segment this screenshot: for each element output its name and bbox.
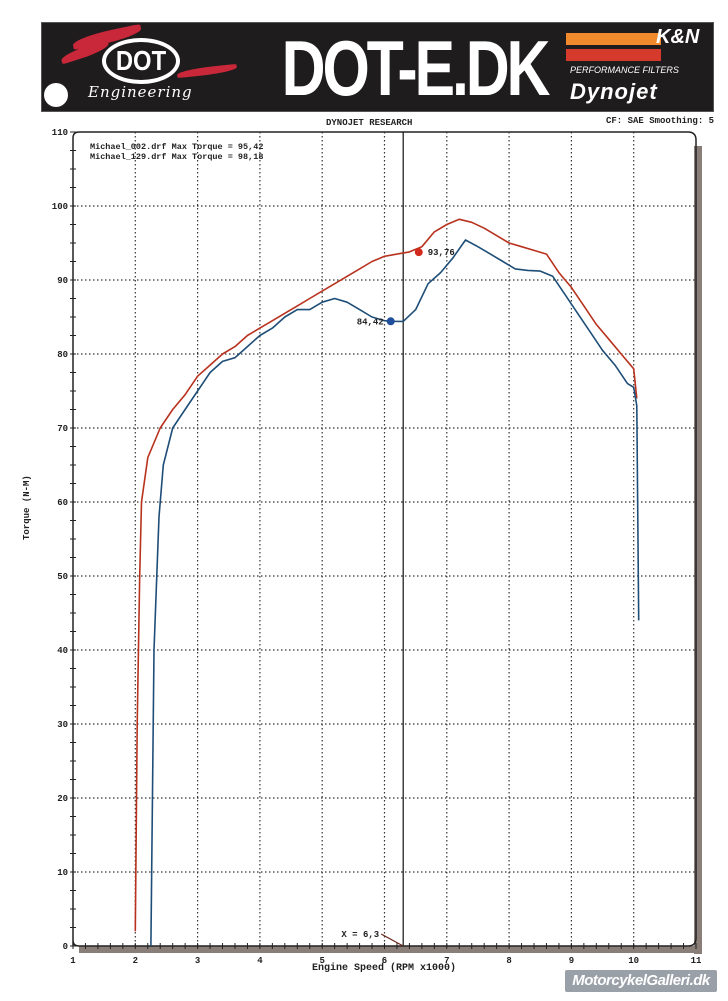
frame-shadow-bottom	[79, 946, 702, 953]
cursor-pointer	[380, 933, 404, 947]
y-tick-label: 40	[57, 646, 68, 656]
y-tick-label: 0	[63, 942, 68, 952]
x-tick-label: 10	[628, 956, 639, 966]
y-tick-label: 30	[57, 720, 68, 730]
y-axis-label: Torque (N-M)	[22, 475, 32, 540]
y-tick-label: 70	[57, 424, 68, 434]
x-tick-label: 8	[506, 956, 511, 966]
dot-oval-icon	[102, 38, 180, 84]
x-tick-label: 1	[70, 956, 76, 966]
white-circle-icon	[44, 83, 68, 107]
y-tick-label: 50	[57, 572, 68, 582]
chart-settings: CF: SAE Smoothing: 5	[606, 116, 715, 126]
x-tick-label: 11	[691, 956, 702, 966]
chart-title: DYNOJET RESEARCH	[326, 118, 413, 128]
data-point-label: 84,42	[357, 317, 384, 327]
chart-legend: Michael_002.drf Max Torque = 95,42 Micha…	[90, 142, 263, 162]
x-tick-label: 6	[382, 956, 387, 966]
kn-dynojet-logo: K&N PERFORMANCE FILTERS Dynojet	[564, 26, 709, 109]
engineering-text: Engineering	[88, 83, 193, 101]
cursor-label: X = 6,3	[341, 930, 379, 940]
dynojet-brand-text: Dynojet	[570, 79, 658, 104]
dot-engineering-logo: DOT Engineering	[42, 23, 242, 111]
legend-entry-129: Michael_129.drf Max Torque = 98,18	[90, 152, 264, 162]
kn-tagline: PERFORMANCE FILTERS	[570, 65, 679, 75]
y-tick-label: 10	[57, 868, 68, 878]
y-tick-label: 60	[57, 498, 68, 508]
series-line-michael-129-drf	[134, 218, 638, 932]
data-point-marker	[414, 248, 423, 257]
x-axis-label: Engine Speed (RPM x1000)	[312, 963, 457, 974]
data-point-label: 93,76	[428, 248, 455, 258]
y-tick-label: 20	[57, 794, 68, 804]
red-stripe-icon	[566, 49, 661, 61]
y-tick-label: 100	[52, 202, 68, 212]
x-tick-label: 9	[569, 956, 574, 966]
kn-brand-text: K&N	[656, 26, 700, 48]
dot-logo-text: DOT	[115, 45, 167, 76]
legend-entry-002: Michael_002.drf Max Torque = 95,42	[90, 142, 264, 152]
site-title: DOT-E.DK	[281, 24, 551, 112]
watermark: MotorcykelGalleri.dk	[565, 970, 717, 992]
x-tick-label: 4	[257, 956, 263, 966]
frame-shadow-right	[694, 146, 702, 954]
orange-stripe-icon	[566, 33, 661, 45]
y-tick-label: 80	[57, 350, 68, 360]
x-tick-label: 5	[319, 956, 324, 966]
series-line-michael-002-drf	[150, 239, 640, 947]
x-tick-label: 2	[133, 956, 138, 966]
header-banner: DOT Engineering DOT-E.DK K&N PERFORMANCE…	[41, 22, 714, 112]
data-point-marker	[386, 317, 395, 326]
x-tick-label: 7	[444, 956, 449, 966]
y-tick-label: 90	[57, 276, 68, 286]
y-tick-label: 110	[52, 128, 68, 138]
chart-frame	[72, 131, 697, 947]
x-tick-label: 3	[195, 956, 200, 966]
